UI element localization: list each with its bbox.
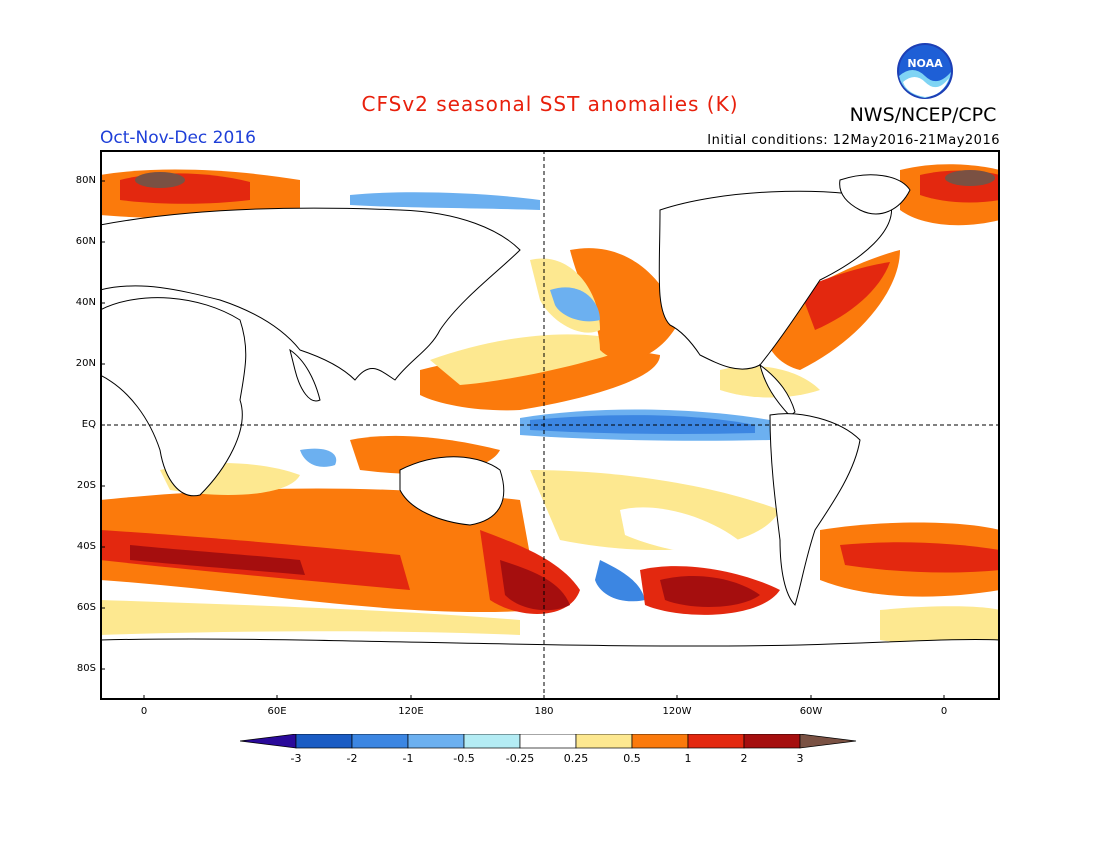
colorbar-bin — [407, 734, 465, 749]
lat-label-40n: 40N — [75, 297, 96, 308]
lat-label-60n: 60N — [75, 236, 96, 247]
colorbar — [240, 734, 857, 749]
noaa-logo: NOAA — [897, 43, 953, 99]
colorbar-bin — [240, 734, 297, 749]
sst-anomaly-map — [100, 150, 1000, 700]
lon-label-0-left: 0 — [140, 706, 148, 717]
colorbar-bin — [687, 734, 745, 749]
colorbar-bin — [799, 734, 857, 749]
colorbar-tick-label: 0.25 — [563, 752, 589, 765]
continents — [100, 174, 1000, 700]
noaa-logo-text: NOAA — [907, 57, 943, 70]
lon-label-120w: 120W — [662, 706, 692, 717]
axis-ticks — [100, 180, 945, 700]
colorbar-tick-label: 3 — [796, 752, 804, 765]
colorbar-bin — [351, 734, 409, 749]
colorbar-tick-label: 1 — [684, 752, 692, 765]
initial-conditions-label: Initial conditions: 12May2016-21May2016 — [707, 133, 1000, 148]
anomaly-field — [100, 164, 1000, 644]
lon-label-120e: 120E — [398, 706, 424, 717]
colorbar-tick-label: 0.5 — [623, 752, 641, 765]
lon-label-180: 180 — [534, 706, 554, 717]
season-label: Oct-Nov-Dec 2016 — [100, 128, 256, 148]
colorbar-bin — [743, 734, 801, 749]
colorbar-bin — [463, 734, 521, 749]
lat-label-20s: 20S — [76, 480, 96, 491]
colorbar-tick-label: -3 — [290, 752, 302, 765]
colorbar-bin — [575, 734, 633, 749]
lon-label-0-right: 0 — [940, 706, 948, 717]
lat-label-60s: 60S — [76, 602, 96, 613]
colorbar-bin — [519, 734, 577, 749]
lat-label-80s: 80S — [76, 663, 96, 674]
colorbar-tick-label: -1 — [402, 752, 414, 765]
colorbar-tick-label: -0.25 — [505, 752, 535, 765]
colorbar-tick-label: -2 — [346, 752, 358, 765]
colorbar-bin — [295, 734, 353, 749]
organization-label: NWS/NCEP/CPC — [849, 104, 997, 126]
colorbar-tick-label: -0.5 — [453, 752, 475, 765]
lon-label-60w: 60W — [799, 706, 823, 717]
colorbar-tick-label: 2 — [740, 752, 748, 765]
map-title: CFSv2 seasonal SST anomalies (K) — [361, 92, 739, 116]
lat-label-80n: 80N — [75, 175, 96, 186]
lat-label-40s: 40S — [76, 541, 96, 552]
colorbar-bin — [631, 734, 689, 749]
lat-label-20n: 20N — [75, 358, 96, 369]
lon-label-60e: 60E — [267, 706, 287, 717]
lat-label-eq: EQ — [81, 419, 96, 430]
